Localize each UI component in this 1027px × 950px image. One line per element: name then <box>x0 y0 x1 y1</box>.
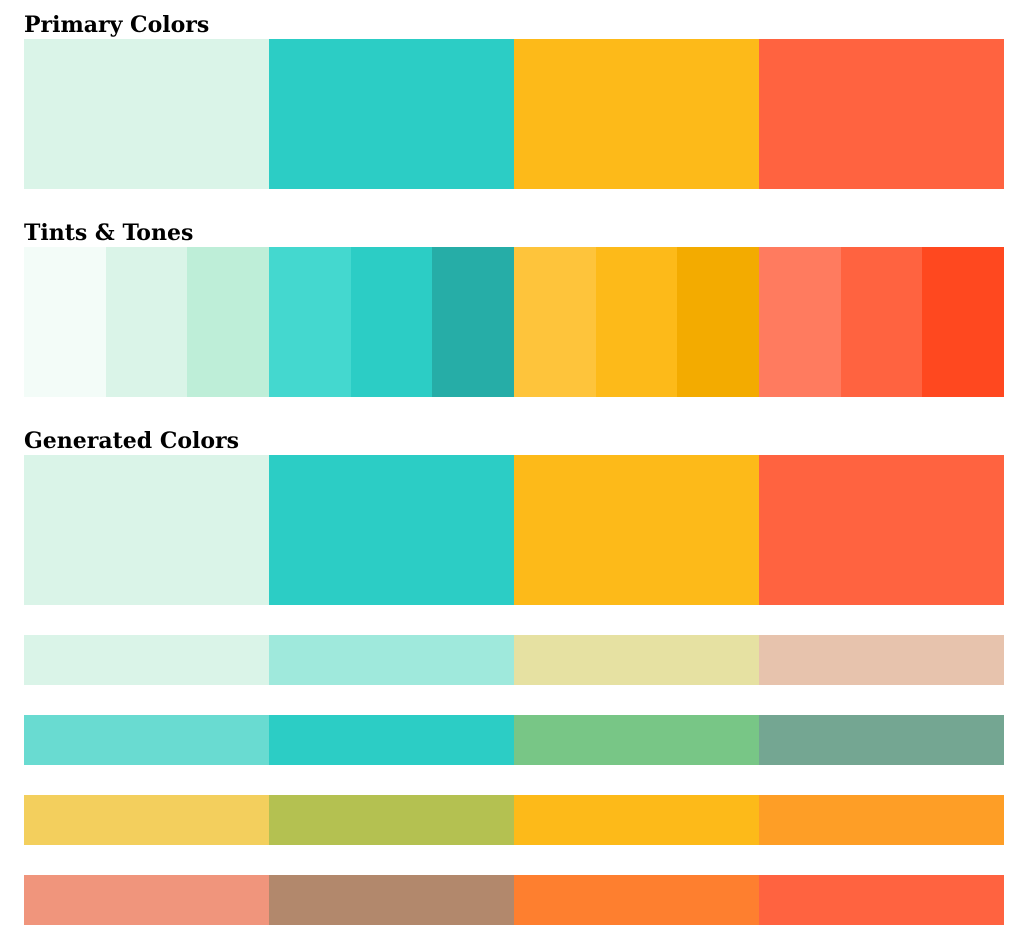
color-swatch <box>840 247 923 397</box>
color-swatch <box>514 635 759 685</box>
generated-colors-row-1 <box>24 635 1004 685</box>
color-swatch <box>269 795 514 845</box>
color-swatch <box>350 247 433 397</box>
color-swatch <box>514 39 759 189</box>
tints-tones-heading: Tints & Tones <box>24 220 194 246</box>
color-swatch <box>24 635 269 685</box>
color-swatch <box>759 875 1004 925</box>
color-swatch <box>514 795 759 845</box>
color-swatch <box>759 455 1004 605</box>
primary-colors-heading: Primary Colors <box>24 12 210 38</box>
color-swatch <box>922 247 1005 397</box>
color-swatch <box>759 39 1004 189</box>
color-swatch <box>514 875 759 925</box>
color-swatch <box>269 635 514 685</box>
color-swatch <box>595 247 678 397</box>
color-swatch <box>24 39 269 189</box>
tints-tones-row <box>24 247 1005 397</box>
color-swatch <box>269 39 514 189</box>
color-swatch <box>24 455 269 605</box>
color-swatch <box>759 247 841 397</box>
color-swatch <box>514 455 759 605</box>
color-swatch <box>759 715 1004 765</box>
color-swatch <box>759 635 1004 685</box>
color-swatch <box>432 247 515 397</box>
color-swatch <box>677 247 760 397</box>
color-swatch <box>269 875 514 925</box>
color-swatch <box>105 247 188 397</box>
color-swatch <box>514 247 596 397</box>
color-swatch <box>269 247 351 397</box>
color-swatch <box>269 715 514 765</box>
color-swatch <box>24 715 269 765</box>
color-swatch <box>269 455 514 605</box>
generated-colors-heading: Generated Colors <box>24 428 240 454</box>
color-swatch <box>759 795 1004 845</box>
color-swatch <box>187 247 270 397</box>
color-swatch <box>24 875 269 925</box>
generated-colors-row-4 <box>24 875 1004 925</box>
generated-colors-row-3 <box>24 795 1004 845</box>
color-swatch <box>24 795 269 845</box>
generated-colors-main-row <box>24 455 1004 605</box>
color-swatch <box>24 247 106 397</box>
primary-colors-row <box>24 39 1004 189</box>
color-swatch <box>514 715 759 765</box>
generated-colors-row-2 <box>24 715 1004 765</box>
